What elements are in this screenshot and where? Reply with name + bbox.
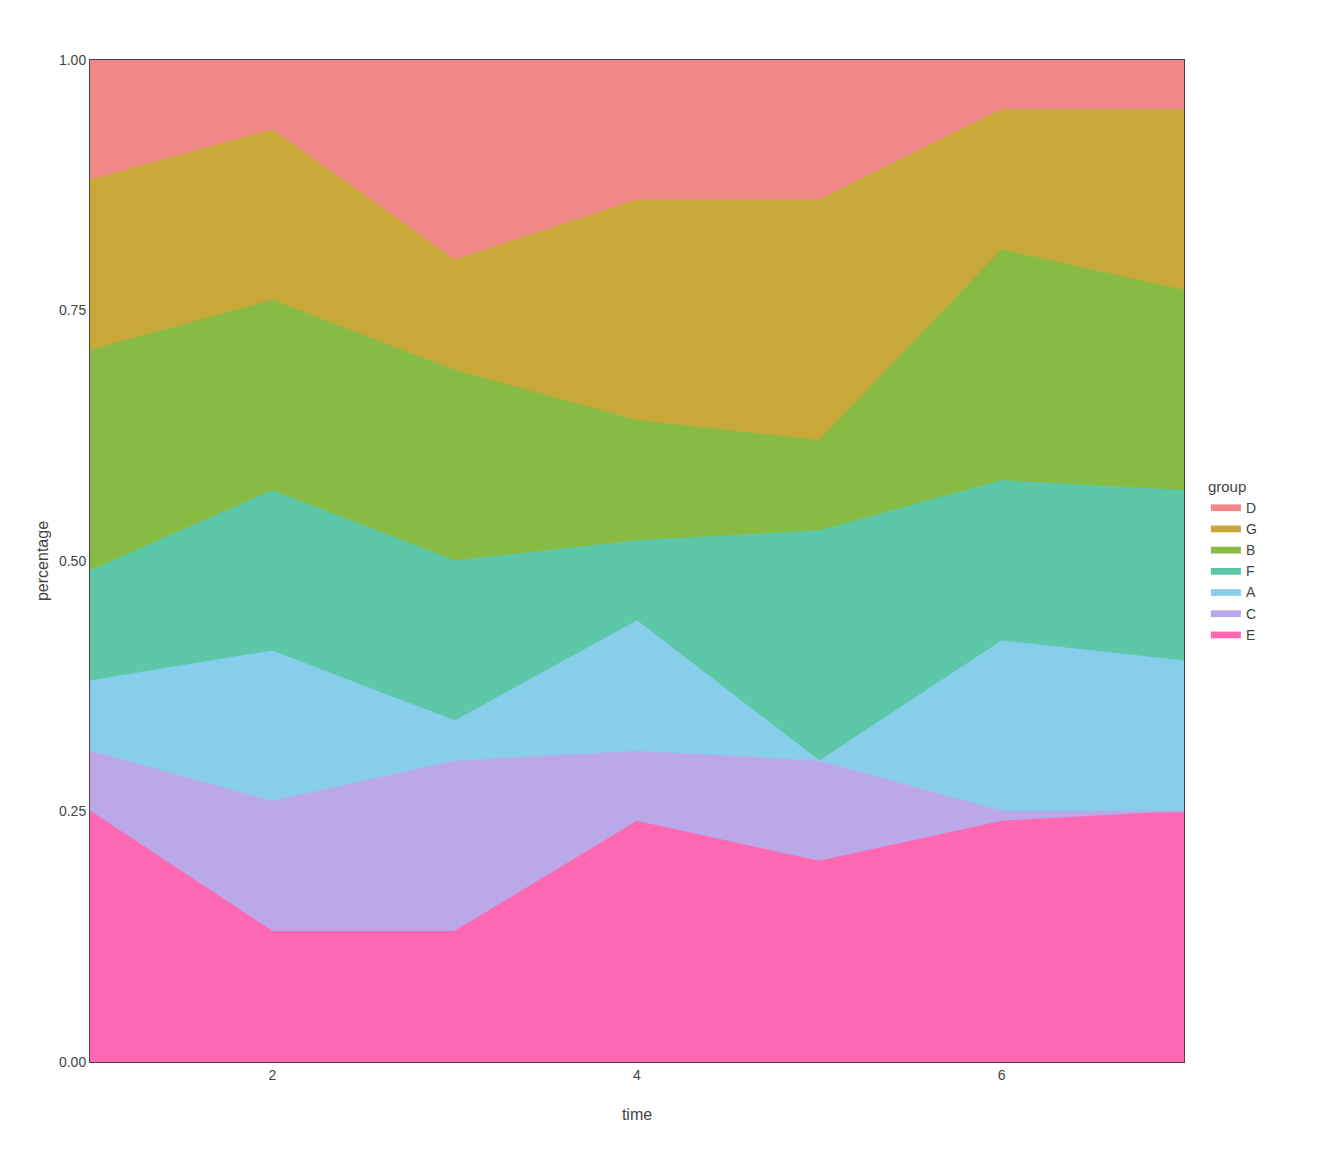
svg-text:0.25: 0.25 <box>59 803 86 819</box>
svg-text:2: 2 <box>268 1067 276 1083</box>
svg-text:0.50: 0.50 <box>59 553 86 569</box>
svg-text:time: time <box>622 1106 652 1123</box>
svg-text:G: G <box>1246 521 1257 537</box>
svg-text:6: 6 <box>998 1067 1006 1083</box>
svg-text:0.75: 0.75 <box>59 302 86 318</box>
svg-text:C: C <box>1246 606 1256 622</box>
svg-text:group: group <box>1208 478 1246 495</box>
svg-text:E: E <box>1246 627 1255 643</box>
svg-text:F: F <box>1246 563 1255 579</box>
svg-text:A: A <box>1246 584 1256 600</box>
svg-text:0.00: 0.00 <box>59 1054 86 1070</box>
svg-text:B: B <box>1246 542 1255 558</box>
svg-text:percentage: percentage <box>34 521 51 601</box>
svg-text:D: D <box>1246 500 1256 516</box>
svg-text:1.00: 1.00 <box>59 52 86 68</box>
svg-text:4: 4 <box>633 1067 641 1083</box>
